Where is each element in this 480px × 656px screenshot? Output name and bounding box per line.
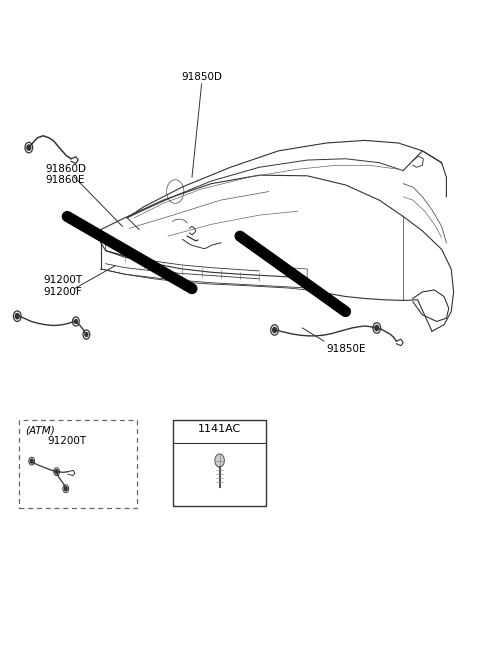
Circle shape (64, 487, 67, 491)
Text: 91200T: 91200T (47, 436, 86, 446)
Circle shape (30, 459, 33, 463)
Circle shape (15, 314, 19, 319)
Circle shape (27, 145, 31, 150)
Text: 91850E: 91850E (326, 344, 366, 354)
Text: (ATM): (ATM) (25, 425, 55, 435)
Text: 91860D: 91860D (46, 164, 86, 174)
Circle shape (55, 470, 58, 474)
Circle shape (375, 325, 379, 331)
Text: 91200F: 91200F (43, 287, 82, 297)
Circle shape (85, 333, 88, 337)
Circle shape (273, 327, 276, 333)
Text: 91200T: 91200T (43, 276, 83, 285)
Text: 91860E: 91860E (46, 175, 85, 185)
Circle shape (74, 319, 77, 323)
Text: 1141AC: 1141AC (198, 424, 241, 434)
Circle shape (215, 454, 225, 467)
Text: 91850D: 91850D (181, 72, 222, 82)
